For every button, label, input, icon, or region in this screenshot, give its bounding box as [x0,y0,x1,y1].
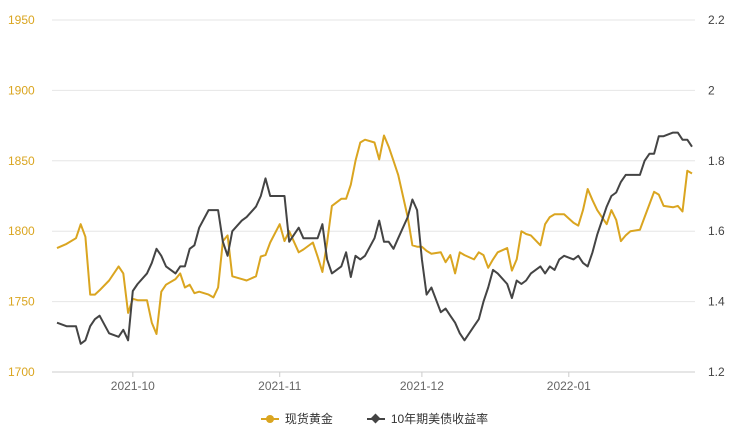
gold-series-marker-icon [260,414,279,424]
left-tick-label: 1850 [8,154,35,168]
left-tick-label: 1900 [8,83,35,97]
legend-label-yield: 10年期美债收益率 [390,412,489,426]
left-tick-label: 1750 [8,295,35,309]
right-tick-label: 2 [708,83,715,97]
x-tick-label: 2021-10 [111,379,155,393]
right-tick-label: 1.6 [708,224,725,238]
x-tick-label: 2021-11 [258,379,301,393]
x-tick-label: 2021-12 [400,379,444,393]
legend-label-gold: 现货黄金 [284,412,333,426]
x-axis-ticks: 2021-10 2021-11 2021-12 2022-01 [111,372,591,393]
treasury-yield-line [56,131,693,345]
left-tick-label: 1950 [8,13,35,27]
left-tick-label: 1700 [8,365,35,379]
legend-item-yield[interactable]: 10年期美债收益率 [366,410,489,427]
right-tick-label: 1.8 [708,154,725,168]
gold-price-line [56,134,693,335]
left-axis-ticks: 1950 1900 1850 1800 1750 1700 [8,13,35,379]
left-tick-label: 1800 [8,224,35,238]
right-axis-ticks: 2.2 2 1.8 1.6 1.4 1.2 [708,13,725,379]
right-tick-label: 1.2 [708,365,725,379]
grid-lines [52,19,695,373]
series-lines [56,131,693,345]
legend: 现货黄金 10年期美债收益率 [0,410,749,427]
line-chart: 1950 1900 1850 1800 1750 1700 2.2 2 1.8 1.6 1.4 1.… [8,13,725,393]
right-tick-label: 2.2 [708,13,725,27]
yield-series-marker-icon [366,413,385,424]
legend-item-gold[interactable]: 现货黄金 [260,410,333,427]
x-tick-label: 2022-01 [547,379,591,393]
right-tick-label: 1.4 [708,295,725,309]
